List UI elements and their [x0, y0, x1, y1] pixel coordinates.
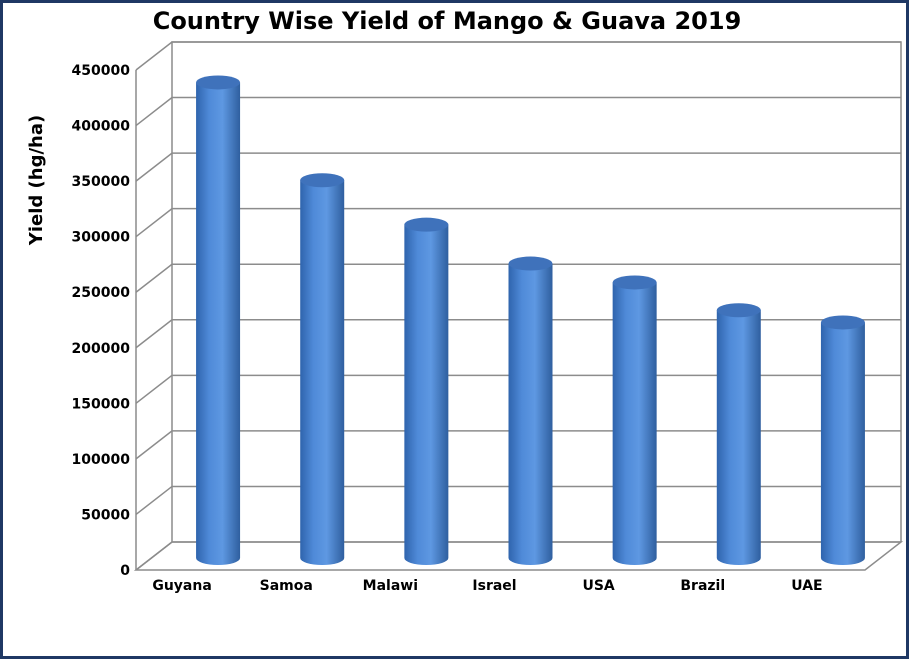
gridlines [135, 41, 901, 571]
bar-top [404, 217, 449, 232]
y-axis-label: Yield (hg/ha) [26, 115, 47, 246]
y-tick-label: 300000 [72, 230, 131, 246]
bar-body [404, 224, 449, 565]
bar [300, 173, 345, 565]
y-tick-label: 450000 [72, 63, 131, 79]
y-tick-label: 400000 [72, 119, 131, 135]
y-tick-label: 250000 [72, 285, 131, 301]
x-tick-label: USA [582, 578, 614, 594]
bar [404, 217, 449, 565]
x-tick-label: Malawi [363, 578, 418, 594]
y-axis-ticks: 0 50000 100000 150000 200000 250000 300000 3500… [72, 63, 131, 579]
bar [196, 75, 241, 565]
gridline [135, 41, 901, 71]
y-tick-label: 100000 [72, 452, 131, 468]
bars [196, 75, 865, 565]
gridline [135, 152, 901, 182]
y-tick-label: 0 [120, 563, 130, 579]
bar-body [716, 310, 761, 565]
bar [508, 256, 553, 565]
gridline [135, 96, 901, 127]
chart-title: Country Wise Yield of Mango & Guava 2019 [153, 7, 742, 35]
bar-body [820, 322, 865, 565]
gridline [135, 207, 901, 238]
bar-top [300, 173, 345, 188]
y-tick-label: 200000 [72, 341, 131, 357]
bar-top [196, 75, 241, 90]
bar-top [612, 275, 657, 290]
bar [716, 303, 761, 565]
bar [612, 275, 657, 565]
x-tick-label: Israel [472, 578, 516, 594]
x-tick-label: UAE [791, 578, 822, 594]
gridline [135, 319, 901, 349]
bar-body [612, 282, 657, 565]
bar-top [820, 315, 865, 330]
x-tick-label: Brazil [680, 578, 725, 594]
bar [820, 315, 865, 565]
bar-top [508, 256, 553, 271]
gridline [135, 430, 901, 460]
gridline [135, 541, 901, 571]
gridline [135, 485, 901, 516]
gridline [135, 374, 901, 404]
bar-body [508, 263, 553, 565]
bar-top [716, 303, 761, 318]
x-tick-label: Guyana [152, 578, 211, 594]
gridline [135, 263, 901, 293]
bar-body [300, 180, 345, 565]
y-tick-label: 50000 [81, 507, 130, 523]
bar-body [196, 82, 241, 565]
y-tick-label: 150000 [72, 396, 131, 412]
x-tick-label: Samoa [260, 578, 313, 594]
y-tick-label: 350000 [72, 174, 131, 190]
x-axis-ticks: Guyana Samoa Malawi Israel USA Brazil UAE [152, 578, 822, 594]
